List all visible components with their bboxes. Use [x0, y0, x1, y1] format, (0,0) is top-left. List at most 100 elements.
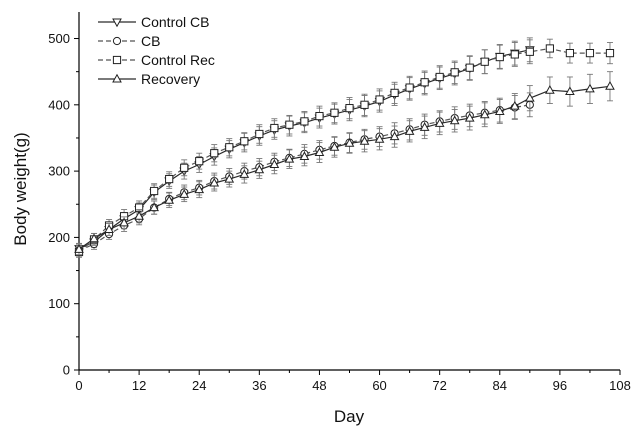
data-point: [165, 174, 174, 184]
legend-entry: Control Rec: [98, 52, 215, 68]
y-tick-label: 500: [48, 31, 70, 46]
y-tick-label: 200: [48, 230, 70, 245]
data-point: [255, 129, 264, 139]
data-point: [104, 224, 114, 233]
x-axis-title: Day: [334, 407, 365, 426]
x-tick-label: 36: [252, 378, 266, 393]
legend-marker: [112, 55, 122, 65]
data-point: [449, 115, 460, 125]
data-point: [605, 81, 615, 90]
data-point: [195, 157, 204, 166]
x-tick-label: 48: [312, 378, 326, 393]
data-point: [494, 106, 505, 115]
data-point: [270, 123, 279, 133]
data-point: [360, 100, 369, 109]
legend-entry: CB: [98, 33, 160, 49]
legend-label: Control Rec: [141, 52, 215, 68]
data-point: [269, 159, 280, 168]
data-point: [284, 153, 295, 163]
data-point: [524, 92, 535, 102]
data-point: [510, 50, 519, 59]
x-tick-label: 72: [432, 378, 446, 393]
x-tick-label: 24: [192, 378, 206, 393]
data-point: [389, 131, 400, 141]
data-point: [134, 210, 144, 220]
series-recovery: [74, 71, 615, 256]
legend-entry: Control CB: [98, 14, 209, 30]
x-tick-label: 84: [493, 378, 507, 393]
data-point: [194, 184, 205, 194]
data-point: [330, 108, 339, 117]
data-point: [329, 142, 340, 151]
legend-label: CB: [141, 33, 160, 49]
data-point: [545, 44, 554, 53]
data-point: [359, 136, 370, 145]
data-point: [345, 104, 354, 113]
legend-label: Control CB: [141, 14, 209, 30]
data-point: [150, 186, 159, 196]
data-point: [404, 126, 415, 135]
data-point: [209, 177, 220, 187]
x-tick-label: 108: [609, 378, 631, 393]
data-point: [565, 49, 575, 58]
data-point: [74, 244, 84, 253]
data-point: [240, 137, 249, 146]
data-point: [479, 109, 490, 119]
data-point: [119, 217, 129, 227]
data-point: [390, 88, 399, 97]
data-point: [374, 134, 385, 143]
data-point: [434, 118, 445, 127]
y-tick-label: 100: [48, 296, 70, 311]
data-point: [405, 83, 414, 92]
data-point: [464, 112, 475, 122]
data-point: [210, 149, 219, 158]
data-point: [300, 117, 309, 126]
data-point: [509, 100, 520, 110]
data-point: [239, 169, 250, 178]
y-axis-title: Body weight(g): [11, 132, 30, 245]
x-tick-label: 12: [132, 378, 146, 393]
data-point: [605, 49, 615, 58]
data-point: [344, 138, 355, 147]
x-tick-label: 60: [372, 378, 386, 393]
data-point: [314, 147, 325, 157]
data-point: [565, 86, 575, 96]
data-point: [179, 189, 190, 198]
legend-marker: [112, 18, 122, 28]
data-point: [224, 173, 235, 183]
data-point: [375, 95, 384, 104]
x-tick-label: 0: [75, 378, 82, 393]
data-point: [435, 72, 444, 82]
legend: Control CB CB Control Rec Recovery: [98, 14, 215, 87]
data-point: [164, 195, 175, 204]
data-point: [285, 120, 294, 129]
data-point: [585, 83, 595, 93]
y-tick-label: 400: [48, 97, 70, 112]
data-point: [450, 68, 459, 77]
data-point: [225, 143, 234, 152]
x-tick-label: 96: [553, 378, 567, 393]
data-point: [254, 164, 265, 174]
data-point: [585, 49, 595, 58]
y-tick-label: 0: [63, 363, 70, 378]
data-point: [465, 63, 474, 72]
data-point: [420, 78, 429, 87]
series-layer: [74, 37, 615, 258]
data-point: [480, 57, 489, 66]
data-point: [89, 233, 99, 243]
plot-axes: 0 100 200 300 400 500 0 12 24 36 48 60 72 84 96 108: [48, 12, 631, 393]
data-point: [495, 52, 504, 62]
data-point: [180, 163, 189, 172]
legend-marker: [112, 36, 122, 46]
data-point: [315, 111, 324, 121]
data-point: [545, 85, 555, 94]
data-point: [525, 47, 534, 56]
legend-entry: Recovery: [98, 71, 200, 87]
y-tick-label: 300: [48, 164, 70, 179]
legend-label: Recovery: [141, 71, 200, 87]
data-point: [419, 122, 430, 131]
data-point: [149, 202, 159, 212]
data-point: [299, 151, 310, 161]
legend-marker: [112, 73, 122, 83]
